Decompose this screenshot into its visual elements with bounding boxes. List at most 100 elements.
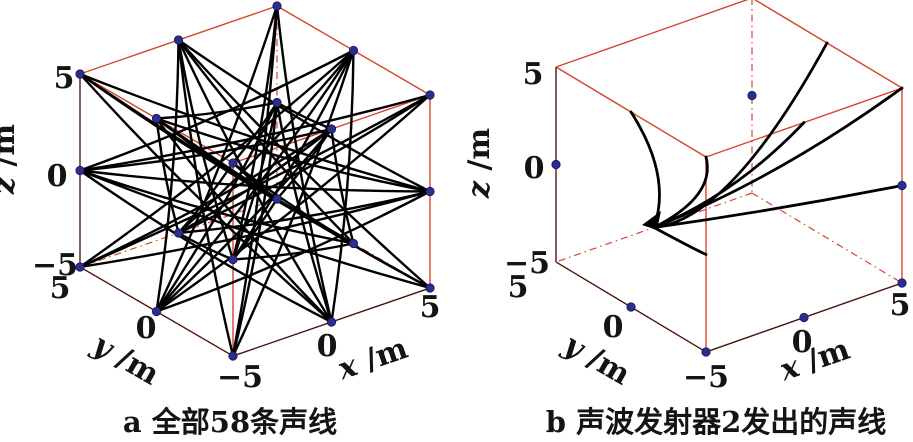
tick-label: 5 xyxy=(890,288,911,323)
transducer-markers xyxy=(75,1,435,361)
sound-ray xyxy=(652,226,708,256)
sound-ray xyxy=(155,127,333,313)
sound-ray xyxy=(78,169,355,245)
transducer-dot xyxy=(701,347,711,357)
tick-label: 0 xyxy=(792,325,813,360)
sound-ray xyxy=(177,231,235,261)
sound-ray xyxy=(231,49,355,261)
transducer-dot xyxy=(173,228,184,238)
sound-ray xyxy=(155,101,279,120)
caption-a: a 全部58条声线 xyxy=(123,405,337,439)
sound-ray xyxy=(231,101,279,358)
tick-label: 5 xyxy=(50,271,71,306)
sound-ray xyxy=(177,38,235,261)
transducer-dot xyxy=(228,158,238,168)
tick-label: 5 xyxy=(420,290,441,325)
tick-label: −5 xyxy=(683,360,729,395)
transducer-dot xyxy=(626,302,636,312)
tick-label: −5 xyxy=(32,248,78,283)
transducer-dot xyxy=(272,1,282,11)
tick-label: −5 xyxy=(217,360,263,395)
tick-label: 0 xyxy=(317,329,338,364)
tick-label: 0 xyxy=(603,310,624,345)
sound-ray xyxy=(78,49,355,172)
transducer-dot xyxy=(897,278,907,288)
sound-ray xyxy=(78,72,432,193)
tick-label: 0 xyxy=(524,151,545,186)
sound-ray xyxy=(231,101,279,261)
axis-label: x /m xyxy=(775,332,855,389)
sound-ray xyxy=(177,190,432,235)
sound-ray xyxy=(155,190,432,313)
transducer-dot xyxy=(326,124,337,134)
sound-ray xyxy=(78,169,333,324)
tick-label: 5 xyxy=(508,270,529,305)
transducer-dot xyxy=(326,317,337,327)
sound-ray xyxy=(652,86,904,229)
tick-label: −5 xyxy=(504,246,550,281)
sound-ray xyxy=(652,155,709,229)
transducer-dot xyxy=(551,159,561,170)
transducer-dot xyxy=(799,312,809,323)
axis-label: x /m xyxy=(333,331,413,388)
sound-ray xyxy=(155,117,180,235)
ray-direction-arrow xyxy=(642,211,661,230)
caption-b: b 声波发射器2发出的声线 xyxy=(546,405,887,439)
transducer-dot xyxy=(151,306,162,317)
transducer-dot xyxy=(425,283,435,293)
tick-label: 5 xyxy=(54,61,75,96)
sound-ray xyxy=(155,117,355,245)
sound-ray xyxy=(177,38,432,193)
sound-ray xyxy=(652,41,829,229)
sound-ray xyxy=(78,190,432,269)
transducer-dot xyxy=(747,90,757,101)
sound-ray xyxy=(231,242,355,261)
sound-ray xyxy=(330,49,355,324)
transducer-markers xyxy=(551,90,907,357)
tick-labels: 50−550−505 xyxy=(32,61,440,395)
sound-ray xyxy=(155,117,432,193)
axis-label: z /m xyxy=(462,128,497,199)
transducer-dot xyxy=(75,165,85,176)
sound-ray xyxy=(155,117,333,324)
sound-ray xyxy=(155,101,279,313)
sound-ray xyxy=(652,121,806,229)
tick-labels: 50−550−505 xyxy=(504,57,910,395)
transducer-dot xyxy=(348,45,359,56)
sound-ray xyxy=(78,72,333,324)
transducer-dot xyxy=(272,194,282,204)
transducer-dot xyxy=(272,97,282,108)
sound-ray xyxy=(155,93,432,313)
sound-ray xyxy=(177,93,432,235)
sound-ray xyxy=(231,4,279,261)
transducer-dot xyxy=(75,262,85,272)
sound-ray xyxy=(275,101,333,131)
transducer-dot xyxy=(425,90,435,100)
transducer-dot xyxy=(228,351,238,361)
sound-ray xyxy=(78,169,432,193)
sound-ray xyxy=(78,127,333,172)
tick-label: 0 xyxy=(136,311,157,346)
sound-ray xyxy=(629,110,661,229)
sound-ray xyxy=(155,38,180,313)
cube-box xyxy=(555,0,903,353)
axis-label: y /m xyxy=(557,326,637,392)
transducer-dot xyxy=(425,186,435,197)
axis-label: z /m xyxy=(0,124,22,195)
transducer-dot xyxy=(348,238,359,249)
sound-ray xyxy=(652,184,904,229)
sound-rays xyxy=(78,4,432,358)
tick-label: 5 xyxy=(523,57,544,92)
transducer-dot xyxy=(75,69,85,79)
transducer-dot xyxy=(151,113,162,124)
sound-ray xyxy=(177,38,355,245)
transducer-dot xyxy=(228,254,238,265)
sound-ray xyxy=(155,49,355,313)
sound-ray xyxy=(177,49,355,235)
sound-rays xyxy=(629,41,904,256)
transducer-dot xyxy=(897,180,907,191)
